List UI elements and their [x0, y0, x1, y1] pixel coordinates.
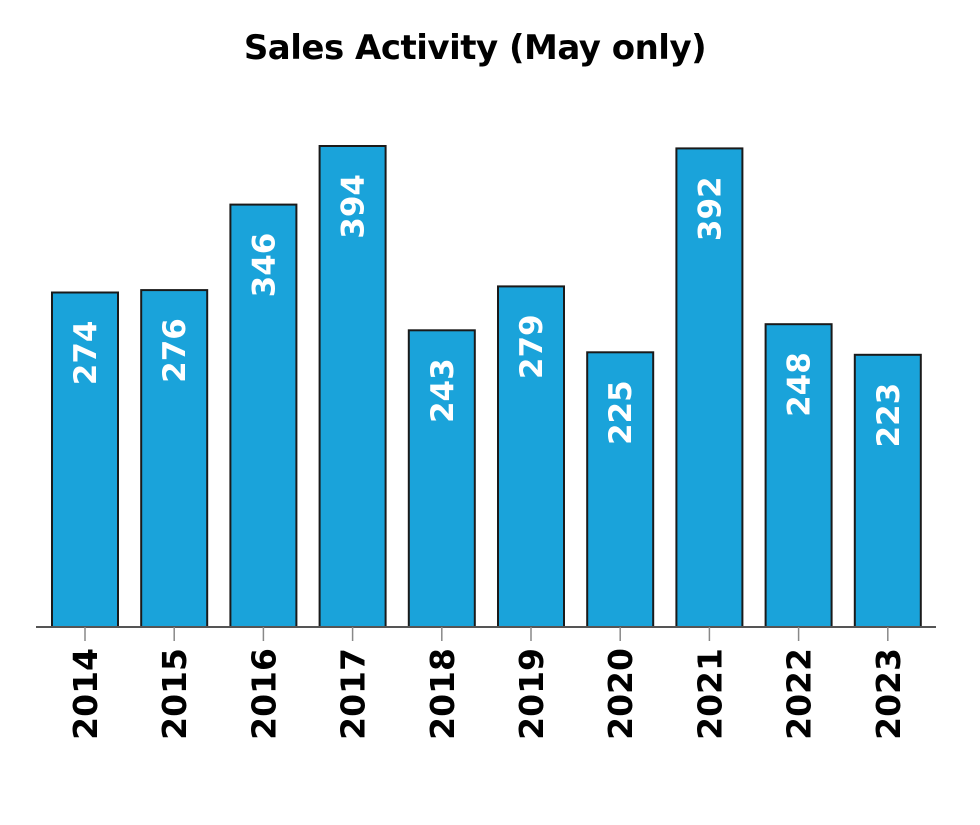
data-label-2021: 392 [692, 176, 728, 241]
bar-2022 [764, 323, 833, 628]
tick-labels-group: 2014 2015 2016 2017 2018 2019 2020 2021 2022 2023 [66, 648, 908, 740]
data-label-2017: 394 [336, 174, 372, 239]
data-label-2023: 223 [871, 383, 907, 448]
x-tick-label-2022: 2022 [780, 648, 819, 740]
bar-2015 [140, 289, 209, 628]
x-tick-label-2021: 2021 [690, 648, 729, 740]
x-tick-label-2017: 2017 [334, 648, 373, 740]
data-label-2015: 276 [157, 318, 193, 383]
bar-2023 [853, 353, 922, 628]
data-label-2018: 243 [425, 358, 461, 423]
chart-title: Sales Activity (May only) [243, 28, 707, 68]
x-tick-label-2014: 2014 [66, 648, 105, 740]
x-tick-label-2023: 2023 [869, 648, 908, 740]
bars-group: 274 276 346 394 243 279 225 392 248 223 [51, 145, 922, 628]
ticks-group [84, 627, 889, 641]
bar-2016 [229, 203, 298, 628]
bar-2020 [586, 351, 655, 628]
x-tick-label-2018: 2018 [423, 648, 462, 740]
x-tick-label-2019: 2019 [512, 648, 551, 740]
bar-2021 [675, 147, 744, 628]
x-tick-label-2015: 2015 [155, 648, 194, 740]
x-tick-label-2016: 2016 [244, 648, 283, 740]
data-label-2022: 248 [782, 352, 818, 417]
bar-2014 [51, 291, 119, 628]
x-tick-label-2020: 2020 [601, 648, 640, 740]
data-label-2020: 225 [603, 380, 639, 445]
data-label-2014: 274 [68, 321, 104, 386]
data-label-2019: 279 [514, 314, 550, 379]
data-label-2016: 346 [246, 233, 282, 298]
